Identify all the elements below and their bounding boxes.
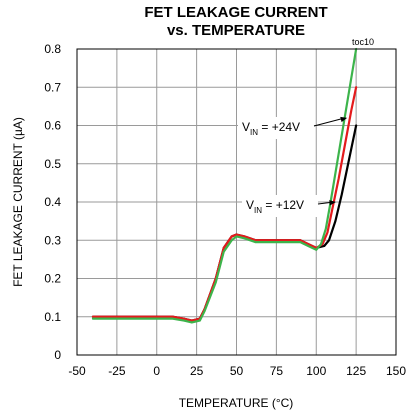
y-tick-label: 0.1 [44,310,61,324]
y-tick-label: 0.3 [44,233,61,247]
y-tick-label: 0.7 [44,80,61,94]
chart-tag: toc10 [352,37,374,47]
annotation-background [238,117,314,139]
x-tick-labels: -50 -25 0 25 50 75 100 125 150 [68,364,406,378]
x-tick-label: -50 [68,364,86,378]
x-tick-label: 150 [386,364,406,378]
y-axis-label: FET LEAKAGE CURRENT (µA) [11,117,25,287]
chart-title-line2: vs. TEMPERATURE [167,22,305,39]
annotation-label: VIN = +12V [246,198,304,215]
x-axis-label: TEMPERATURE (°C) [179,396,294,410]
annotation-arrow [313,117,346,127]
annotations: VIN = +24V VIN = +12V [238,116,348,217]
annotation-arrowhead [329,200,336,206]
y-tick-label: 0.6 [44,119,61,133]
chart-title-line1: FET LEAKAGE CURRENT [144,4,327,21]
y-tick-label: 0.2 [44,272,61,286]
series-line-2 [91,86,358,322]
y-tick-label: 0.5 [44,157,61,171]
y-tick-label: 0.8 [44,42,61,56]
annotation-arrowhead [340,116,348,123]
x-tick-label: 75 [270,364,284,378]
annotation-label: VIN = +24V [242,120,300,137]
x-tick-label: -25 [108,364,126,378]
y-tick-label: 0 [54,348,61,362]
x-tick-label: 50 [230,364,244,378]
y-tick-labels: 0 0.1 0.2 0.3 0.4 0.5 0.6 0.7 0.8 [44,42,61,362]
plot-frame [76,48,397,356]
x-tick-label: 0 [153,364,160,378]
x-tick-label: 25 [190,364,204,378]
annotation-background [242,195,318,217]
x-tick-label: 100 [306,364,326,378]
x-tick-label: 125 [346,364,366,378]
y-tick-label: 0.4 [44,195,61,209]
